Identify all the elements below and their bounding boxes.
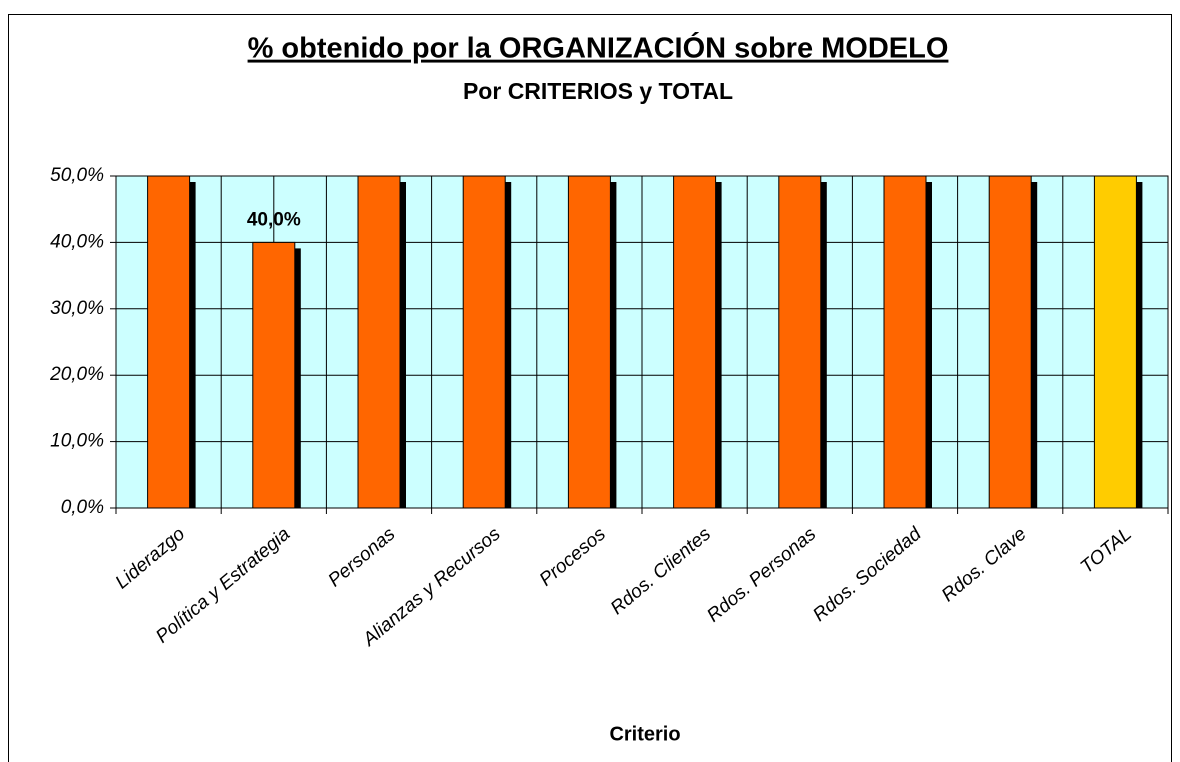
y-tick-label: 30,0% [50, 298, 104, 319]
y-tick-label: 0,0% [61, 497, 104, 518]
bar [1093, 175, 1137, 509]
bar [567, 175, 611, 509]
bar [357, 175, 401, 509]
data-label: 40,0% [247, 209, 301, 230]
bar [778, 175, 822, 509]
y-tick-label: 50,0% [50, 165, 104, 186]
x-axis-label: Criterio [609, 723, 680, 745]
y-tick-label: 40,0% [50, 231, 104, 252]
bar [673, 175, 717, 509]
bar [988, 175, 1032, 509]
chart-title: % obtenido por la ORGANIZACIÓN sobre MOD… [248, 31, 949, 65]
bar [147, 175, 191, 509]
y-tick-label: 10,0% [50, 431, 104, 452]
bar [252, 241, 296, 509]
y-tick-label: 20,0% [49, 364, 104, 385]
bar [883, 175, 927, 509]
chart-subtitle: Por CRITERIOS y TOTAL [463, 78, 733, 104]
bar [462, 175, 506, 509]
